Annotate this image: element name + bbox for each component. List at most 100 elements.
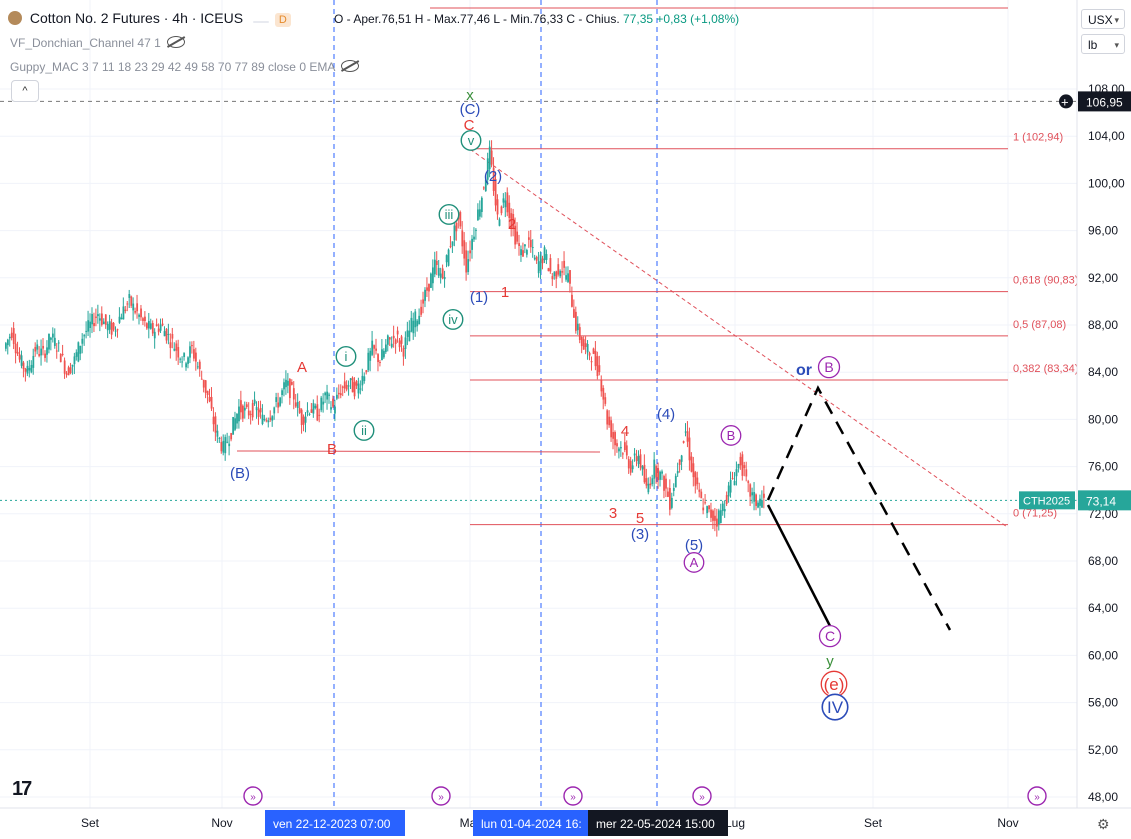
candle-body	[445, 255, 448, 263]
badge-delayed[interactable]: D	[274, 13, 291, 27]
indicator-guppy[interactable]: Guppy_MAC 3 7 11 18 23 29 42 49 58 70 77…	[10, 60, 360, 74]
candle-body	[490, 150, 493, 165]
tradingview-logo-icon[interactable]: 17	[12, 778, 32, 800]
support-level-line	[236, 450, 601, 453]
price-tick-label: 48,00	[1088, 790, 1118, 804]
candle-body	[183, 353, 186, 357]
candle-body	[371, 340, 374, 355]
candle-body	[267, 420, 270, 423]
price-tick-label: 52,00	[1088, 743, 1118, 757]
candle-body	[245, 404, 248, 408]
candle-body	[582, 339, 585, 350]
candle-body	[410, 317, 413, 332]
candle-body	[477, 209, 479, 221]
date-tag-label: lun 01-04-2024 16:	[481, 817, 582, 831]
symbol-title: Cotton No. 2 Futures · 4h · ICEUS	[29, 10, 244, 26]
candle-body	[549, 258, 552, 272]
candle-body	[287, 380, 289, 386]
candle-body	[112, 322, 115, 330]
wave-label-IV: IV	[827, 698, 844, 717]
wave-label-B_circ2: B	[824, 359, 833, 375]
candle-body	[424, 289, 426, 301]
badge-gray[interactable]	[252, 21, 269, 23]
date-tag-bg	[588, 810, 728, 836]
candle-body	[273, 407, 276, 414]
wave-label-red2: 2	[508, 216, 516, 233]
price-tick-label: 92,00	[1088, 271, 1118, 285]
wave-label-i: i	[345, 349, 348, 364]
candle-body	[749, 484, 752, 497]
fib-label: 1 (102,94)	[1013, 132, 1063, 144]
candle-body	[404, 337, 407, 349]
candle-body	[506, 192, 509, 213]
candle-body	[676, 471, 679, 474]
candle-body	[193, 349, 195, 359]
candle-body	[741, 454, 744, 476]
candle-body	[200, 378, 203, 380]
candle-body	[251, 403, 254, 418]
candle-body	[516, 231, 519, 242]
candle-body	[584, 343, 587, 347]
candle-body	[345, 384, 348, 390]
candle-body	[302, 416, 305, 425]
wave-label-w1_paren: (1)	[470, 289, 488, 306]
candle-body	[83, 335, 86, 337]
candle-body	[71, 364, 74, 367]
candle-body	[57, 342, 60, 344]
candle-body	[539, 254, 542, 271]
candle-body	[173, 348, 176, 351]
hidden-eye-icon[interactable]	[341, 60, 360, 72]
candle-body	[322, 401, 325, 405]
candle-body	[657, 468, 660, 481]
candle-body	[275, 397, 278, 402]
candle-body	[670, 497, 673, 508]
candle-body	[367, 352, 370, 371]
candle-body	[623, 442, 626, 450]
candle-body	[312, 403, 315, 414]
candle-body	[218, 437, 221, 439]
play-forward-glyph: »	[570, 792, 576, 803]
candle-body	[279, 397, 282, 406]
candle-body	[586, 343, 589, 353]
fib-label: 0,618 (90,83)	[1013, 275, 1078, 287]
candle-body	[69, 367, 72, 374]
wave-label-w4_paren: (4)	[657, 406, 675, 423]
candle-body	[645, 478, 648, 486]
hidden-eye-icon[interactable]	[166, 36, 185, 48]
chevron-down-icon: ▾	[1114, 15, 1119, 25]
gear-icon[interactable]: ⚙	[1097, 816, 1110, 832]
candle-body	[359, 388, 362, 390]
symbol-tag-label: CTH2025	[1023, 495, 1070, 507]
candle-body	[394, 339, 397, 344]
indicator-donchian[interactable]: VF_Donchian_Channel 47 1	[10, 36, 185, 50]
candle-body	[106, 323, 109, 331]
candle-body	[228, 443, 231, 447]
candle-body	[271, 416, 274, 421]
collapse-legend-button[interactable]: ^	[11, 80, 39, 102]
candle-body	[629, 460, 632, 473]
candle-body	[144, 316, 146, 321]
candle-body	[308, 413, 311, 415]
play-forward-glyph: »	[699, 792, 705, 803]
candle-body	[541, 258, 544, 264]
candle-body	[502, 198, 505, 203]
candle-body	[678, 459, 681, 465]
candle-body	[179, 358, 182, 360]
candle-body	[14, 343, 17, 354]
unit-select[interactable]: lb ▾	[1081, 34, 1125, 54]
candle-body	[161, 323, 164, 326]
candle-body	[396, 330, 399, 335]
candle-body	[612, 432, 615, 439]
candle-body	[337, 392, 340, 395]
candle-body	[53, 337, 56, 346]
candle-body	[208, 396, 211, 402]
candle-body	[416, 320, 419, 327]
wave-circle	[353, 420, 375, 441]
play-forward-icon	[1027, 786, 1047, 806]
candle-body	[433, 259, 436, 275]
currency-select[interactable]: USX ▾	[1081, 9, 1125, 29]
candle-body	[731, 478, 734, 480]
crosshair-price-tag	[1078, 91, 1131, 112]
